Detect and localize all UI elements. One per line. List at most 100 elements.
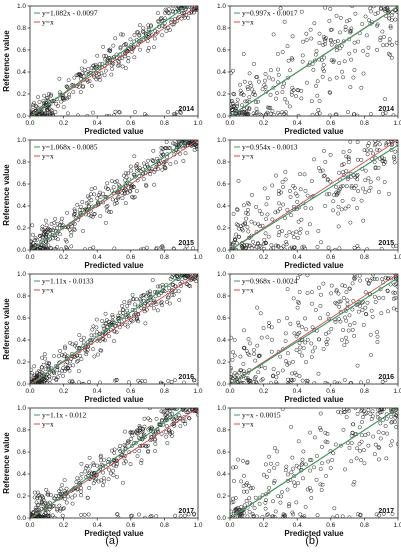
data-point <box>294 334 299 339</box>
data-point <box>100 319 105 323</box>
data-point <box>159 291 164 296</box>
data-point <box>133 110 137 115</box>
data-point <box>178 140 183 143</box>
data-point <box>322 55 327 60</box>
data-point <box>143 182 148 187</box>
data-point <box>321 63 326 67</box>
data-point <box>375 340 380 344</box>
data-point <box>123 171 128 176</box>
data-point <box>355 243 360 248</box>
data-point <box>230 372 234 377</box>
data-point <box>40 224 45 229</box>
data-point <box>230 509 233 514</box>
data-point <box>333 112 338 116</box>
data-point <box>160 152 165 157</box>
data-point <box>107 322 112 327</box>
data-point <box>112 329 117 334</box>
caption-b: (b) <box>305 535 318 547</box>
data-point <box>323 6 328 10</box>
data-point <box>368 179 373 184</box>
data-point <box>91 470 96 475</box>
data-point <box>308 430 313 435</box>
data-point <box>288 246 292 250</box>
data-point <box>113 36 118 41</box>
data-point <box>122 318 127 322</box>
data-point <box>336 190 341 195</box>
data-point <box>269 111 273 116</box>
data-point <box>282 19 287 24</box>
data-point <box>381 430 386 435</box>
data-point <box>100 470 105 475</box>
data-point <box>289 213 294 218</box>
data-point <box>318 425 323 430</box>
data-point <box>181 380 186 384</box>
data-point <box>305 80 309 85</box>
data-point <box>300 461 305 466</box>
data-point <box>280 514 285 518</box>
data-point <box>367 18 371 23</box>
data-point <box>122 43 127 48</box>
data-point <box>351 112 356 116</box>
data-point <box>365 52 370 57</box>
data-point <box>253 495 258 500</box>
data-point <box>262 186 267 191</box>
data-point <box>132 55 137 60</box>
data-point <box>171 149 176 154</box>
data-point <box>145 290 150 295</box>
data-point <box>373 442 378 447</box>
data-point <box>52 504 57 509</box>
data-point <box>65 84 70 89</box>
data-point <box>170 292 175 297</box>
data-point <box>247 71 252 76</box>
data-point <box>47 377 52 382</box>
data-point <box>130 297 135 302</box>
data-point <box>101 44 106 49</box>
data-point <box>186 15 191 20</box>
data-point <box>325 192 330 197</box>
data-point <box>46 243 51 248</box>
legend-fit-label: y=1.11x - 0.0133 <box>42 277 94 286</box>
data-point <box>348 30 353 35</box>
data-point <box>230 71 233 76</box>
data-point <box>128 514 133 518</box>
data-point <box>357 441 362 446</box>
y-tick-label: 0.6 <box>17 449 26 456</box>
data-point <box>347 51 352 56</box>
legend-fit-label: y=1.1x - 0.012 <box>42 411 86 420</box>
y-tick-label: 1.0 <box>17 271 26 278</box>
data-point <box>134 164 138 169</box>
data-point <box>164 29 169 33</box>
data-point <box>370 314 375 319</box>
data-point <box>315 513 320 518</box>
data-point <box>34 381 39 384</box>
data-point <box>135 311 140 316</box>
data-point <box>87 213 91 217</box>
data-point <box>39 501 44 506</box>
x-tick-label: 0.4 <box>93 254 102 261</box>
data-point <box>113 378 117 383</box>
data-point <box>390 419 395 424</box>
data-point <box>365 143 370 148</box>
data-point <box>314 84 318 88</box>
data-point <box>252 352 257 357</box>
data-point <box>89 66 94 70</box>
data-point <box>345 302 350 307</box>
data-point <box>267 454 271 459</box>
data-point <box>323 439 328 444</box>
data-point <box>269 243 274 248</box>
data-point <box>351 75 356 80</box>
data-point <box>162 409 167 414</box>
data-point <box>323 430 328 435</box>
y-tick-label: 1.0 <box>217 137 226 144</box>
data-point <box>79 486 83 491</box>
y-tick-label: 0.4 <box>17 471 26 478</box>
data-point <box>267 324 272 329</box>
data-point <box>256 99 261 104</box>
data-point <box>72 226 76 231</box>
data-point <box>296 481 300 486</box>
data-point <box>246 483 251 488</box>
panel-a-2015: 0.0 0.2 0.4 0.6 0.8 1.00.00.20.40.60.81.0y=1.… <box>2 137 203 270</box>
data-point <box>257 353 262 358</box>
data-point <box>393 420 397 424</box>
data-point <box>194 144 198 149</box>
